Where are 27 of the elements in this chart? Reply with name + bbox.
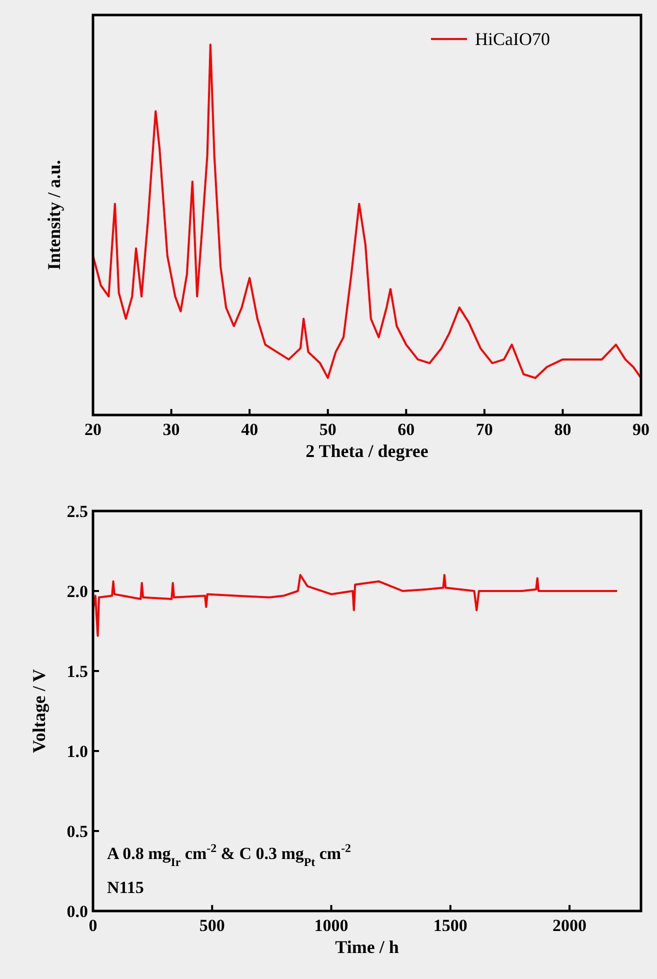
y-tick-label: 1.0 <box>66 742 88 761</box>
x-tick-label: 1000 <box>314 916 348 935</box>
y-axis-title: Intensity / a.u. <box>44 160 64 270</box>
x-tick-label: 1500 <box>433 916 468 935</box>
y-tick-label: 2.5 <box>66 502 88 521</box>
legend-label: HiCaIO70 <box>475 29 550 49</box>
x-tick-label: 40 <box>241 420 258 439</box>
line-series <box>92 574 618 637</box>
x-tick-label: 0 <box>88 916 98 935</box>
x-tick-label: 2000 <box>552 916 587 935</box>
y-tick-label: 0.5 <box>66 822 88 841</box>
y-tick-label: 1.5 <box>66 662 88 681</box>
x-tick-label: 50 <box>319 420 336 439</box>
x-axis-title: Time / h <box>335 937 399 957</box>
x-axis-title: 2 Theta / degree <box>306 441 428 461</box>
x-tick-label: 20 <box>84 420 102 439</box>
y-tick-label: 2.0 <box>66 582 88 601</box>
x-tick-label: 80 <box>554 420 572 439</box>
x-tick-label: 30 <box>162 420 180 439</box>
x-tick-label: 90 <box>632 420 650 439</box>
annotation: A 0.8 mg$_{Ir}$ cm$^{-2}$ & C 0.3 mg$_{Pt}$ cm$^{-2}$ <box>107 841 352 869</box>
y-tick-label: 0.0 <box>66 902 88 921</box>
x-tick-label: 70 <box>476 420 493 439</box>
x-tick-label: 500 <box>199 916 225 935</box>
annotation: N115 <box>107 878 144 897</box>
y-axis-title: Voltage / V <box>29 668 49 754</box>
x-tick-label: 60 <box>398 420 415 439</box>
